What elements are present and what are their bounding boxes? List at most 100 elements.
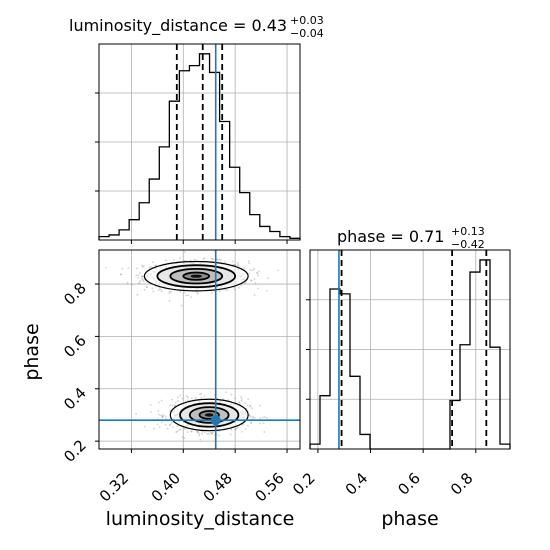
scatter-point (230, 393, 233, 396)
scatter-point (154, 264, 157, 267)
scatter-point (203, 395, 206, 397)
scatter-point (153, 427, 156, 430)
scatter-point (254, 282, 257, 284)
scatter-point (172, 258, 175, 261)
scatter-point (135, 267, 138, 270)
scatter-point (197, 293, 199, 295)
scatter-point (277, 269, 280, 272)
scatter-point (119, 273, 122, 276)
phase-title-sup: +0.13 (451, 225, 485, 238)
scatter-point (166, 427, 169, 430)
scatter-point (236, 263, 239, 266)
luminosity-distance-xtick-label: 0.48 (200, 469, 236, 505)
scatter-point (225, 289, 228, 292)
scatter-point (235, 427, 238, 430)
scatter-point (199, 393, 201, 396)
scatter-point (251, 269, 254, 272)
scatter-point (231, 260, 234, 263)
scatter-point (158, 286, 161, 289)
scatter-point (240, 396, 242, 398)
phase-ytick-label: 0.8 (60, 279, 90, 309)
scatter-point (171, 398, 174, 401)
scatter-point (160, 414, 163, 417)
scatter-point (199, 438, 202, 441)
scatter-point (183, 437, 186, 439)
scatter-point (183, 291, 186, 294)
scatter-point (145, 286, 148, 288)
scatter-point (158, 401, 160, 404)
scatter-point (157, 409, 160, 412)
scatter-point (138, 281, 141, 284)
scatter-point (141, 279, 144, 281)
scatter-point (178, 429, 181, 431)
scatter-point (162, 414, 165, 416)
scatter-point (211, 291, 213, 294)
scatter-point (160, 399, 163, 402)
phase-xtick-label: 0.8 (447, 469, 477, 499)
luminosity-distance-histogram-step (98, 53, 301, 240)
scatter-point (169, 404, 171, 406)
scatter-point (181, 397, 184, 400)
scatter-point (198, 434, 200, 437)
scatter-point (127, 267, 130, 270)
scatter-point (150, 410, 152, 413)
scatter-point (170, 290, 173, 293)
scatter-point (183, 427, 186, 430)
scatter-point (143, 425, 146, 428)
scatter-point (230, 428, 233, 431)
scatter-point (257, 287, 259, 290)
x-axis-label-luminosity-distance: luminosity_distance (106, 508, 295, 530)
scatter-point (190, 397, 193, 400)
scatter-point (212, 431, 214, 434)
scatter-point (179, 290, 182, 293)
scatter-point (202, 258, 205, 260)
scatter-point (224, 261, 227, 264)
scatter-point (250, 422, 252, 425)
scatter-point (217, 259, 219, 262)
scatter-point (184, 251, 186, 254)
phase-xtick-label: 0.2 (289, 469, 319, 499)
scatter-point (240, 397, 243, 400)
x-axis-label-phase: phase (381, 508, 438, 530)
scatter-point (265, 289, 268, 292)
scatter-point (141, 274, 144, 277)
scatter-point (150, 265, 152, 268)
scatter-point (177, 396, 180, 399)
scatter-point (170, 421, 173, 424)
scatter-point (249, 404, 252, 407)
scatter-point (218, 290, 221, 293)
phase-histogram-step (309, 259, 511, 450)
scatter-point (206, 432, 209, 435)
scatter-point (240, 399, 243, 402)
scatter-point (161, 416, 164, 419)
scatter-point (210, 432, 213, 435)
luminosity-distance-histogram-panel (95, 43, 301, 244)
scatter-point (248, 272, 251, 275)
scatter-point (256, 271, 258, 274)
scatter-point (151, 287, 154, 290)
scatter-point (155, 264, 158, 267)
scatter-point (253, 267, 255, 270)
luminosity-distance-title: luminosity_distance = 0.43 (69, 16, 287, 36)
scatter-point (225, 391, 227, 394)
scatter-point (218, 434, 220, 437)
scatter-point (240, 430, 243, 433)
scatter-point (262, 422, 265, 424)
scatter-point (200, 392, 203, 395)
scatter-point (190, 430, 193, 433)
scatter-point (186, 431, 189, 433)
scatter-point (143, 265, 145, 267)
scatter-point (253, 294, 256, 296)
scatter-point (120, 273, 123, 276)
scatter-point (246, 404, 249, 407)
scatter-point (250, 421, 252, 424)
scatter-point (146, 286, 148, 289)
scatter-point (152, 290, 155, 293)
phase-title-sub: −0.42 (451, 238, 485, 251)
scatter-point (176, 425, 179, 428)
scatter-point (240, 284, 243, 287)
scatter-point (218, 258, 221, 261)
joint-density-panel: 0.32 0.40 0.48 0.56 0.2 0.4 0.6 0.8 (60, 249, 301, 505)
luminosity-distance-title-sub: −0.04 (290, 27, 324, 40)
